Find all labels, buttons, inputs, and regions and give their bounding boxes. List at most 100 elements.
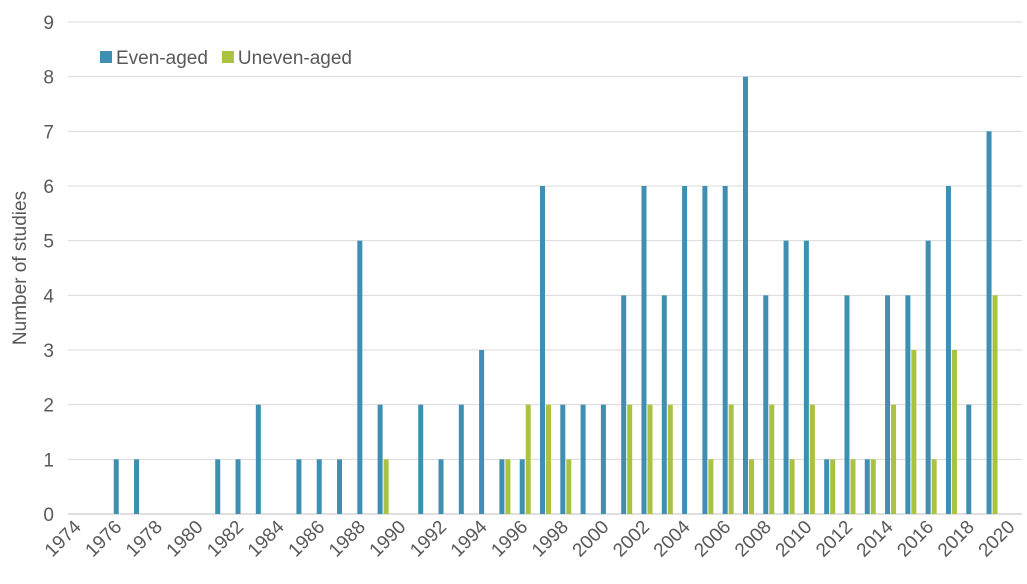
bar: [986, 131, 992, 515]
x-tick-label: 2014: [853, 516, 898, 561]
bar: [682, 186, 688, 514]
bar: [647, 404, 653, 514]
bar: [708, 459, 714, 514]
bar: [728, 404, 734, 514]
y-axis-label: Number of studies: [10, 191, 31, 345]
bar: [546, 404, 551, 514]
bar: [742, 76, 748, 515]
bar: [945, 186, 951, 514]
x-tick-label: 2006: [690, 517, 735, 562]
bar: [925, 240, 931, 514]
bar: [525, 404, 531, 514]
bar: [661, 295, 667, 514]
x-tick-label: 1976: [82, 517, 127, 562]
bar: [621, 295, 627, 514]
x-tick-label: 1992: [406, 517, 451, 562]
bar: [769, 404, 775, 514]
legend-label: Uneven-aged: [238, 48, 352, 69]
bar: [383, 459, 389, 514]
y-tick-label: 4: [43, 286, 54, 307]
y-tick-label: 0: [43, 505, 54, 526]
bar: [803, 240, 809, 514]
y-tick-label: 2: [43, 396, 54, 417]
bar: [113, 459, 119, 514]
bar: [580, 404, 586, 514]
bar: [235, 459, 241, 514]
bar: [885, 295, 891, 514]
x-tick-label: 2012: [812, 517, 857, 562]
bar: [560, 404, 566, 514]
bar: [824, 459, 830, 514]
y-tick-label: 6: [43, 177, 54, 198]
bar: [844, 295, 850, 514]
y-tick-label: 1: [43, 450, 54, 471]
x-tick-label: 1998: [528, 517, 573, 562]
bar: [458, 404, 464, 514]
bar: [134, 459, 140, 514]
y-tick-label: 9: [43, 13, 54, 34]
x-tick-label: 2004: [650, 516, 695, 561]
x-tick-label: 1996: [487, 517, 532, 562]
y-tick-label: 5: [43, 232, 54, 253]
bar: [667, 404, 673, 514]
bar: [891, 404, 897, 514]
bar: [479, 350, 485, 514]
x-tick-label: 1988: [325, 517, 370, 562]
bar: [627, 404, 633, 514]
bar: [215, 459, 221, 514]
bar: [830, 459, 836, 514]
bar: [377, 404, 383, 514]
bar: [722, 186, 728, 514]
bar: [783, 240, 789, 514]
bar: [870, 459, 876, 514]
x-tick-label: 2000: [569, 517, 614, 562]
bar: [789, 459, 795, 514]
bar: [763, 295, 769, 514]
y-tick-label: 8: [43, 68, 54, 89]
bar: [966, 404, 972, 514]
bar: [850, 459, 856, 514]
x-tick-label: 2018: [934, 517, 979, 562]
bar: [337, 459, 343, 514]
x-tick-label: 1978: [122, 517, 167, 562]
bar: [931, 459, 937, 514]
bar: [911, 350, 917, 514]
bar: [566, 459, 572, 514]
bar: [600, 404, 606, 514]
bar: [519, 459, 525, 514]
bar: [992, 295, 998, 514]
bar: [905, 295, 911, 514]
bar: [438, 459, 444, 514]
x-tick-label: 1994: [447, 516, 492, 561]
bar: [255, 404, 261, 514]
legend-label: Even-aged: [116, 48, 208, 69]
bar: [864, 459, 870, 514]
x-tick-label: 1984: [244, 516, 289, 561]
bar: [641, 186, 647, 514]
x-tick-label: 2016: [893, 517, 938, 562]
bar: [418, 404, 424, 514]
bar: [540, 186, 545, 514]
x-tick-label: 2008: [731, 517, 776, 562]
x-tick-label: 1982: [203, 517, 248, 562]
legend-swatch: [221, 51, 234, 63]
x-tick-label: 2002: [609, 517, 654, 562]
legend-swatch: [100, 51, 112, 63]
x-tick-label: 2020: [975, 517, 1020, 562]
bar: [316, 459, 322, 514]
x-tick-label: 1986: [285, 517, 330, 562]
bar: [809, 404, 815, 514]
bar: [748, 459, 754, 514]
bar: [499, 459, 505, 514]
x-tick-label: 2010: [772, 517, 817, 562]
bar: [702, 186, 708, 514]
x-tick-label: 1980: [163, 517, 208, 562]
bar: [505, 459, 511, 514]
bar: [296, 459, 302, 514]
bar: [951, 350, 957, 514]
x-tick-label: 1990: [366, 517, 411, 562]
y-tick-label: 7: [43, 122, 54, 143]
bar: [357, 240, 363, 514]
y-tick-label: 3: [43, 341, 54, 362]
